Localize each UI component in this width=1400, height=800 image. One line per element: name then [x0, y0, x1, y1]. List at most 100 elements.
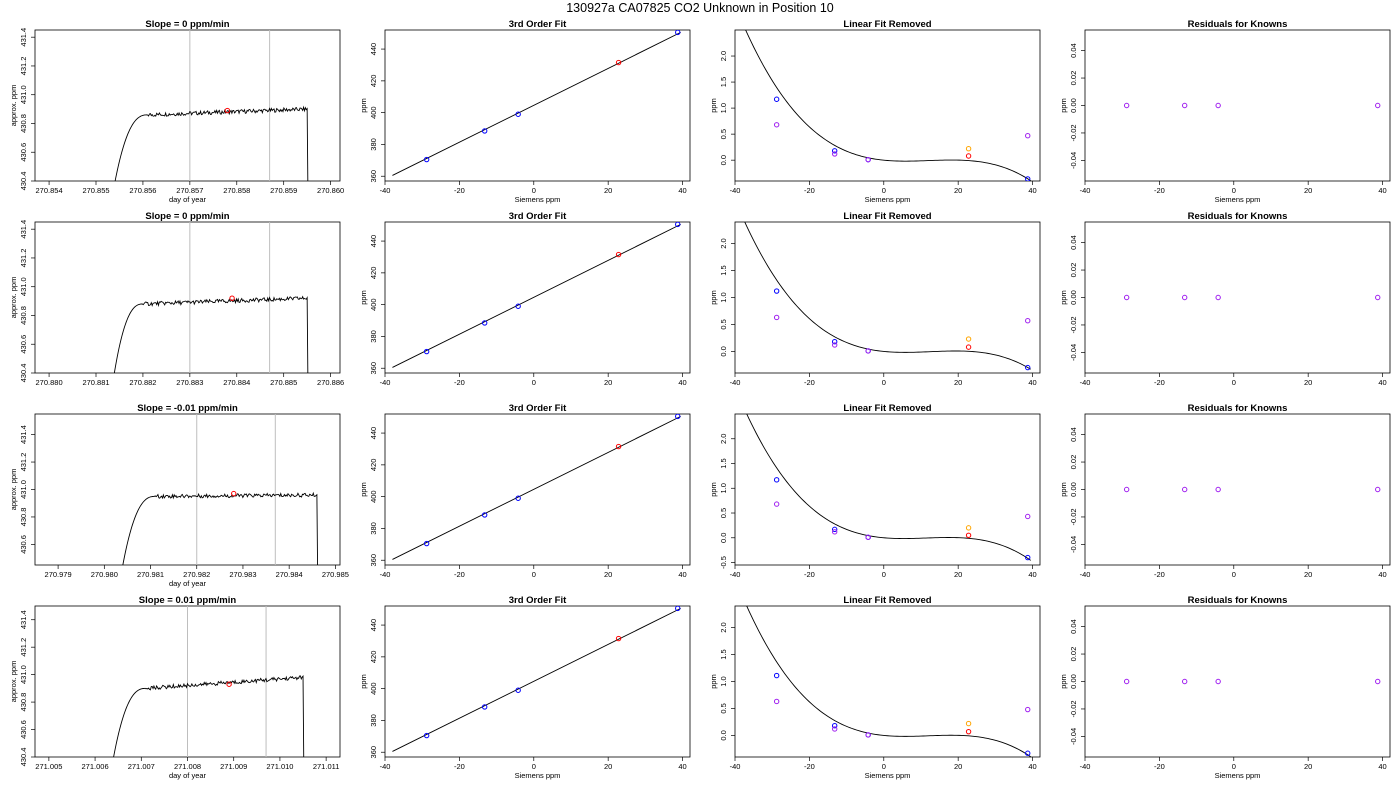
x-tick-label: 40	[678, 186, 686, 195]
y-axis-label: ppm	[709, 482, 718, 497]
plot-frame	[384, 605, 691, 758]
data-point	[773, 477, 780, 483]
y-tick-label: 2.0	[719, 238, 728, 248]
panel-title: 3rd Order Fit	[509, 595, 567, 606]
data-point	[773, 698, 780, 705]
plot-frame	[1084, 605, 1391, 758]
panel-title: Linear Fit Removed	[843, 595, 931, 606]
panel-title: 3rd Order Fit	[509, 19, 567, 30]
average-marker	[226, 681, 232, 687]
x-tick-label: -40	[1080, 762, 1091, 771]
data-point	[675, 606, 681, 612]
x-tick-label: 270.885	[270, 378, 297, 387]
data-point	[865, 348, 871, 354]
y-axis-label: ppm	[1059, 674, 1068, 689]
data-point	[481, 704, 488, 710]
data-point	[1123, 294, 1130, 301]
y-tick-label: 0.00	[1069, 98, 1078, 113]
y-tick-label: 360	[369, 362, 378, 375]
x-tick-label: 20	[1304, 186, 1312, 195]
data-point	[1181, 102, 1188, 109]
x-tick-label: 0	[1232, 570, 1236, 579]
x-tick-label: 20	[1304, 762, 1312, 771]
x-tick-label: -20	[804, 186, 815, 195]
data-point	[965, 336, 972, 342]
y-tick-label: 0.0	[719, 155, 728, 165]
y-axis-label: approx. ppm	[9, 469, 18, 511]
x-tick-label: 270.980	[91, 570, 118, 579]
panel-title: Slope = 0 ppm/min	[145, 19, 229, 30]
data-point	[773, 96, 780, 102]
x-tick-label: -40	[380, 378, 391, 387]
x-tick-label: -40	[730, 762, 741, 771]
data-point	[1375, 486, 1381, 493]
data-point	[965, 728, 972, 735]
panel-title: Residuals for Knowns	[1188, 403, 1288, 414]
x-tick-label: 20	[954, 378, 962, 387]
x-tick-label: 20	[604, 186, 612, 195]
y-axis-label: ppm	[359, 290, 368, 305]
y-tick-label: 430.8	[19, 114, 28, 133]
plot-frame	[734, 221, 1041, 374]
y-tick-label: 431.2	[19, 453, 28, 472]
data-point	[515, 111, 521, 117]
data-point	[1025, 750, 1031, 756]
x-tick-label: 270.855	[82, 186, 109, 195]
panel-title: 3rd Order Fit	[509, 403, 567, 414]
y-tick-label: 360	[369, 554, 378, 567]
plot-frame	[34, 29, 341, 182]
data-point	[865, 732, 871, 738]
cubic-fit-curve	[745, 30, 1031, 181]
plot-data	[122, 414, 319, 565]
plot-frame	[734, 605, 1041, 758]
y-tick-label: 431.4	[19, 425, 28, 444]
x-tick-label: 40	[1378, 762, 1386, 771]
y-axis-label: ppm	[709, 290, 718, 305]
x-tick-label: 40	[1028, 378, 1036, 387]
y-tick-label: 420	[369, 459, 378, 472]
y-tick-label: 431.0	[19, 480, 28, 499]
data-point	[773, 122, 780, 128]
plot-data	[392, 606, 681, 752]
panel-r2c2: Linear Fit Removed -40 -20 0 20 40 -0.5 0.0 0.5 1…	[709, 403, 1041, 579]
y-tick-label: 0.5	[719, 703, 728, 713]
x-tick-label: -20	[1154, 762, 1165, 771]
x-tick-label: 270.984	[276, 570, 303, 579]
data-point	[965, 344, 972, 350]
panel-title: Linear Fit Removed	[843, 403, 931, 414]
x-tick-label: 0	[532, 378, 536, 387]
data-point	[423, 732, 430, 739]
y-tick-label: 0.5	[719, 508, 728, 518]
y-tick-label: 431.2	[19, 249, 28, 268]
y-tick-label: 380	[369, 714, 378, 727]
data-point	[1025, 706, 1031, 713]
y-tick-label: 431.2	[19, 638, 28, 657]
x-tick-label: -20	[454, 186, 465, 195]
panel-r0c3: Residuals for Knowns -40 -20 0 20 40 -0.04 -0.0…	[1059, 19, 1391, 204]
y-tick-label: 380	[369, 330, 378, 343]
y-axis-label: approx. ppm	[9, 85, 18, 127]
y-tick-label: 360	[369, 170, 378, 183]
data-point	[423, 540, 430, 547]
panel-r3c2: Linear Fit Removed -40 -20 0 20 40 0.0 0.5 1.0 1.…	[709, 595, 1041, 780]
panel-title: Linear Fit Removed	[843, 211, 931, 222]
y-tick-label: 0.00	[1069, 674, 1078, 689]
x-tick-label: 270.884	[223, 378, 250, 387]
y-tick-label: 0.04	[1069, 619, 1078, 634]
data-point	[1181, 486, 1188, 493]
y-axis-label: ppm	[359, 674, 368, 689]
y-tick-label: 400	[369, 298, 378, 311]
data-point	[831, 723, 838, 729]
x-tick-label: 20	[954, 570, 962, 579]
y-tick-label: -0.04	[1069, 344, 1078, 361]
y-tick-label: 380	[369, 138, 378, 151]
data-point	[515, 303, 521, 309]
x-tick-label: 0	[882, 378, 886, 387]
y-tick-label: 0.0	[719, 346, 728, 356]
x-tick-label: -40	[1080, 186, 1091, 195]
average-marker	[229, 295, 235, 301]
y-tick-label: 0.00	[1069, 482, 1078, 497]
data-point	[675, 414, 681, 420]
panel-r3c3: Residuals for Knowns -40 -20 0 20 40 -0.04 -0.0…	[1059, 595, 1391, 780]
x-tick-label: -40	[1080, 570, 1091, 579]
